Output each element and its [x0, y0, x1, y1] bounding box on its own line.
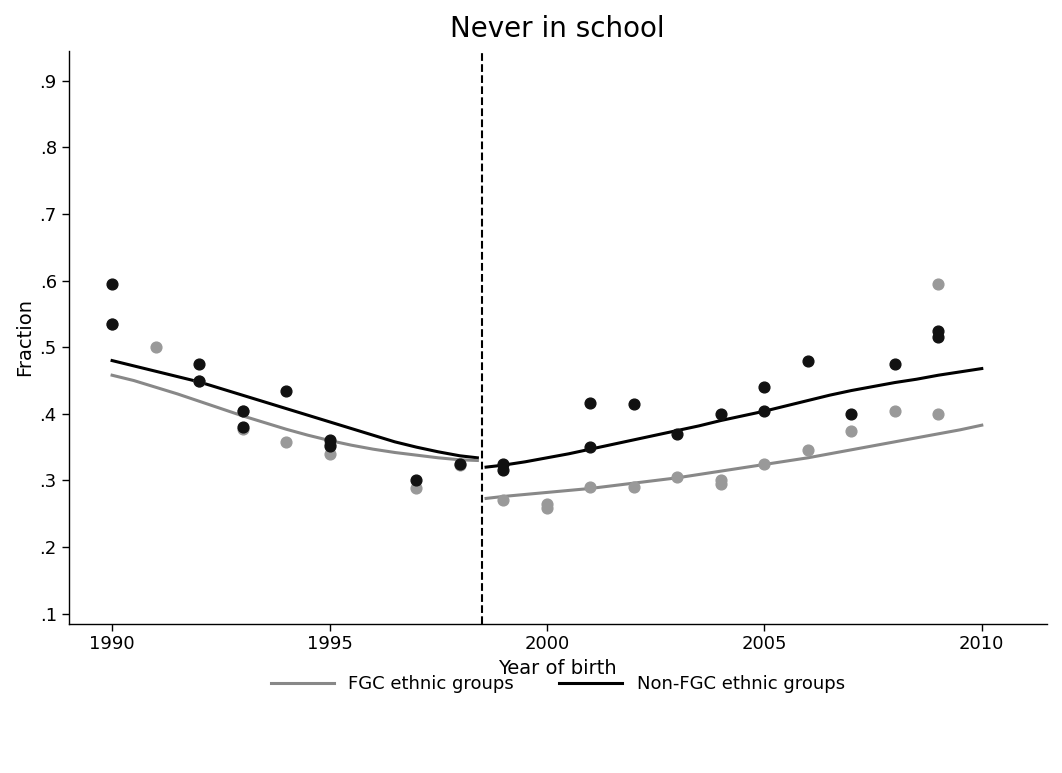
Point [147, 341, 164, 353]
Point [321, 438, 338, 450]
Point [669, 471, 686, 483]
Point [495, 494, 512, 506]
Legend: FGC ethnic groups, Non-FGC ethnic groups: FGC ethnic groups, Non-FGC ethnic groups [263, 668, 852, 700]
Point [669, 427, 686, 440]
Title: Never in school: Never in school [450, 15, 665, 43]
Point [451, 458, 468, 470]
Point [277, 384, 294, 397]
Point [713, 407, 730, 420]
Point [495, 458, 512, 470]
Point [451, 459, 468, 472]
Point [843, 424, 860, 437]
Point [321, 434, 338, 447]
Point [408, 475, 425, 487]
Point [495, 465, 512, 477]
Point [234, 421, 251, 434]
Point [843, 407, 860, 420]
Point [756, 458, 773, 470]
Point [582, 481, 599, 493]
Point [190, 358, 207, 370]
Point [887, 404, 904, 417]
Point [756, 404, 773, 417]
Point [582, 397, 599, 410]
Point [234, 404, 251, 417]
Y-axis label: Fraction: Fraction [15, 298, 34, 376]
Point [930, 325, 947, 337]
Point [800, 444, 817, 457]
Point [234, 404, 251, 417]
Point [277, 436, 294, 448]
Point [408, 482, 425, 495]
Point [190, 374, 207, 386]
Point [538, 498, 555, 510]
Point [234, 422, 251, 434]
Point [713, 478, 730, 490]
Point [538, 502, 555, 515]
Point [582, 441, 599, 453]
Point [321, 448, 338, 460]
Point [930, 278, 947, 290]
Point [800, 354, 817, 366]
X-axis label: Year of birth: Year of birth [498, 659, 617, 678]
Point [930, 331, 947, 343]
Point [713, 475, 730, 487]
Point [104, 278, 121, 290]
Point [104, 318, 121, 330]
Point [104, 318, 121, 330]
Point [930, 407, 947, 420]
Point [626, 397, 643, 410]
Point [756, 381, 773, 393]
Point [321, 440, 338, 452]
Point [190, 374, 207, 386]
Point [626, 481, 643, 493]
Point [887, 358, 904, 370]
